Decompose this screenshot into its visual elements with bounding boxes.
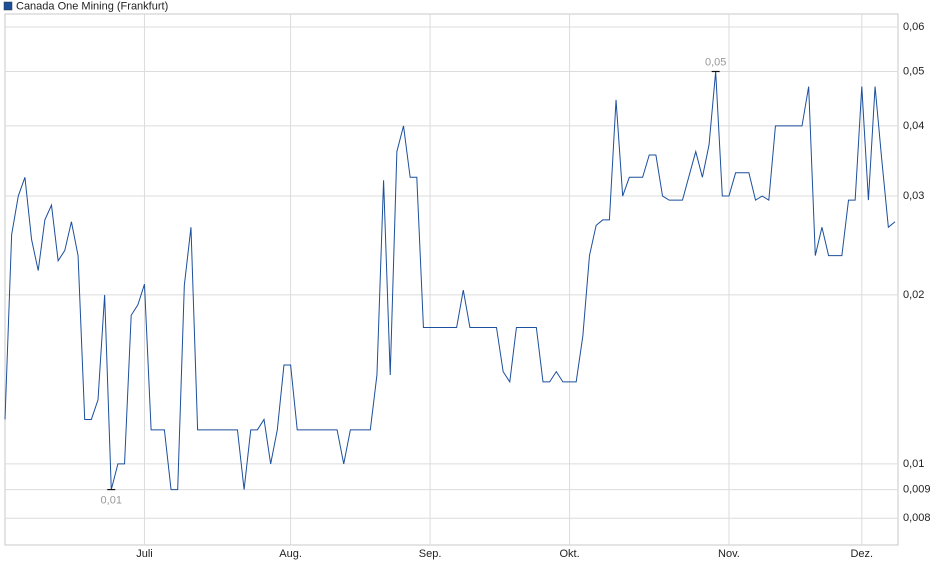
y-tick-label: 0,02 — [903, 289, 924, 301]
plot-frame — [4, 13, 899, 546]
price-line — [4, 71, 896, 491]
y-tick-label: 0,03 — [903, 190, 924, 202]
value-label: 0,01 — [101, 494, 122, 506]
legend-label: Canada One Mining (Frankfurt) — [16, 0, 168, 12]
x-tick-label: Okt. — [559, 548, 579, 560]
x-tick-label: Juli — [136, 548, 153, 560]
y-tick-label: 0,01 — [903, 458, 924, 470]
legend-swatch — [3, 1, 13, 11]
y-tick-label: 0,06 — [903, 21, 924, 33]
y-tick-label: 0,05 — [903, 65, 924, 77]
x-tick-label: Aug. — [279, 548, 302, 560]
y-tick-label: 0,04 — [903, 120, 924, 132]
value-label: 0,05 — [705, 56, 726, 68]
y-tick-label: 0,008 — [903, 512, 931, 524]
x-tick-label: Nov. — [718, 548, 740, 560]
x-tick-label: Dez. — [850, 548, 873, 560]
x-tick-label: Sep. — [419, 548, 442, 560]
y-tick-label: 0,009 — [903, 483, 931, 495]
